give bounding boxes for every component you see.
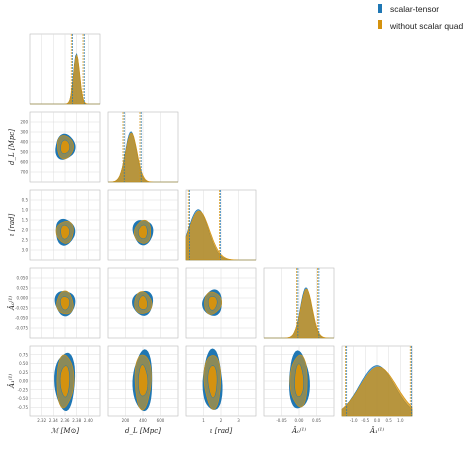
- y-tick-label: 0.25: [19, 370, 28, 375]
- panel-4-0: 0.75 0.50 0.25 0.00 -0.25 -0.50 -0.75 Â₁⁽¹⁾ 2.32…: [7, 345, 101, 435]
- y-tick-label: -0.050: [15, 316, 28, 321]
- y-axis-label: ι [rad]: [8, 214, 16, 237]
- y-tick-label: 700: [20, 170, 28, 175]
- y-tick-label: -0.50: [18, 396, 29, 401]
- x-tick-label: -0.05: [276, 418, 287, 423]
- x-tick-label: 2.36: [61, 418, 70, 423]
- legend-swatch-without-scalar: [378, 20, 382, 29]
- y-tick-label: 3.0: [22, 248, 29, 253]
- panel-4-2: 1 2 3 ι [rad]: [185, 345, 257, 435]
- panel-3-1: [107, 267, 179, 339]
- y-tick-label: 1.0: [22, 208, 29, 213]
- x-tick-label: 0.5: [385, 418, 392, 423]
- y-tick-label: 500: [20, 150, 28, 155]
- legend-swatch-scalar-tensor: [378, 4, 382, 13]
- x-axis-label: Â₁⁽¹⁾: [369, 426, 384, 435]
- x-axis-label: Â₀⁽¹⁾: [291, 426, 306, 435]
- x-tick-label: 2.34: [49, 418, 58, 423]
- contour-inner: [138, 295, 148, 310]
- contour-inner: [207, 365, 218, 399]
- panel-2-2: [185, 189, 257, 261]
- legend-label-without-scalar: without scalar quad: [389, 21, 464, 31]
- x-tick-label: 0.00: [295, 418, 304, 423]
- panel-4-4: -1.0 -0.5 0.0 0.5 1.0 Â₁⁽¹⁾: [341, 345, 413, 435]
- y-axis-label: d_L [Mpc]: [8, 129, 16, 165]
- contour-inner: [207, 296, 218, 311]
- y-tick-label: 0.025: [17, 286, 29, 291]
- panel-3-2: [185, 267, 257, 339]
- panel-3-0: 0.050 0.025 0.000 -0.025 -0.050 -0.075 Â₀⁽¹⁾: [7, 267, 101, 339]
- panel-4-1: 200 400 600 d_L [Mpc]: [107, 345, 179, 435]
- y-tick-label: 2.5: [22, 238, 29, 243]
- contour-inner: [59, 365, 70, 398]
- x-axis-label: ι [rad]: [210, 427, 233, 435]
- marginal-without-scalar: [264, 288, 334, 339]
- y-tick-label: -0.025: [15, 306, 28, 311]
- panel-4-3: -0.05 0.00 0.05 Â₀⁽¹⁾: [263, 345, 335, 435]
- x-axis-label: ℳ [M⊙]: [51, 427, 79, 435]
- legend-label-scalar-tensor: scalar-tensor: [390, 4, 439, 14]
- legend: scalar-tensor without scalar quad: [378, 4, 464, 31]
- y-tick-label: 1.5: [22, 218, 29, 223]
- contour-inner: [60, 296, 70, 311]
- panel-1-1: [107, 111, 179, 183]
- x-tick-label: 600: [157, 418, 165, 423]
- contour-inner: [137, 224, 148, 240]
- marginal-without-scalar: [185, 210, 256, 261]
- x-tick-label: 2.38: [72, 418, 81, 423]
- x-tick-label: 400: [139, 418, 147, 423]
- y-tick-label: 0.50: [19, 361, 28, 366]
- y-tick-label: -0.25: [18, 387, 29, 392]
- y-tick-label: -0.75: [18, 405, 29, 410]
- contour-inner: [60, 224, 70, 240]
- y-tick-label: 0.5: [22, 198, 29, 203]
- y-tick-label: 0.050: [17, 276, 29, 281]
- x-tick-label: -0.5: [361, 418, 369, 423]
- x-tick-label: 200: [122, 418, 130, 423]
- y-axis-label: Â₀⁽¹⁾: [7, 296, 16, 311]
- x-tick-label: -1.0: [350, 418, 358, 423]
- x-tick-label: 2.40: [84, 418, 93, 423]
- x-tick-label: 3: [237, 418, 240, 423]
- y-tick-label: 0.000: [17, 296, 29, 301]
- contour-inner: [294, 363, 304, 397]
- panel-2-1: [107, 189, 179, 261]
- x-tick-label: 1.0: [397, 418, 404, 423]
- x-tick-label: 0.0: [374, 418, 381, 423]
- y-tick-label: 0.00: [19, 379, 28, 384]
- x-axis-label: d_L [Mpc]: [125, 427, 161, 435]
- contour-inner: [138, 364, 149, 397]
- panel-1-0: 200 300 400 500 600 700 d_L [Mpc]: [8, 111, 101, 183]
- x-tick-label: 2: [220, 418, 223, 423]
- y-tick-label: 0.75: [19, 352, 28, 357]
- x-tick-label: 1: [202, 418, 205, 423]
- y-axis-label: Â₁⁽¹⁾: [7, 374, 16, 389]
- y-tick-label: 300: [20, 130, 28, 135]
- panel-0-0: [29, 33, 101, 105]
- panel-3-3: [263, 267, 335, 339]
- panels-group: 200 300 400 500 600 700 d_L [Mpc] 0.5 1.0 1.5 2.0 2…: [7, 33, 413, 435]
- y-tick-label: 600: [20, 160, 28, 165]
- marginal-without-scalar: [30, 54, 100, 105]
- contour-inner: [60, 139, 71, 154]
- y-tick-label: -0.075: [15, 326, 28, 331]
- y-tick-label: 400: [20, 140, 28, 145]
- y-tick-label: 2.0: [22, 228, 29, 233]
- y-tick-label: 200: [20, 120, 28, 125]
- marginal-without-scalar: [341, 366, 413, 417]
- x-tick-label: 0.05: [312, 418, 321, 423]
- panel-2-0: 0.5 1.0 1.5 2.0 2.5 3.0 ι [rad]: [8, 189, 101, 261]
- x-tick-label: 2.32: [37, 418, 46, 423]
- marginal-without-scalar: [108, 132, 178, 183]
